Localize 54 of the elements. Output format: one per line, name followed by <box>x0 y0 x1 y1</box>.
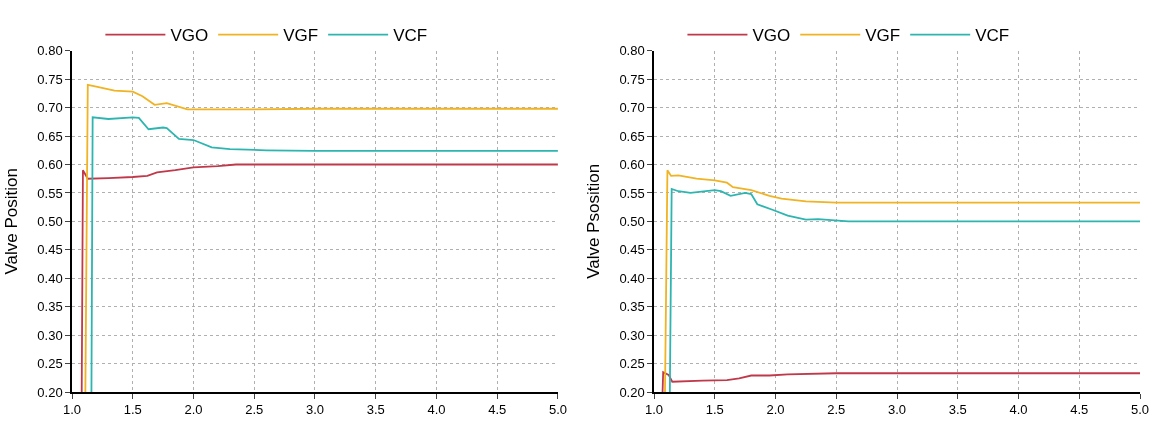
y-tick-label: 0.70 <box>37 100 63 116</box>
x-tick-label: 5.0 <box>548 402 567 418</box>
x-tick-label: 2.5 <box>827 402 846 418</box>
y-tick-label: 0.30 <box>37 327 63 343</box>
line-series <box>80 163 558 392</box>
x-tick-label: 3.5 <box>366 402 385 418</box>
y-tick-label: 0.20 <box>619 384 645 400</box>
legend-label: VCF <box>393 26 428 46</box>
legend-label: VGF <box>865 26 901 46</box>
x-tick-label: 3.5 <box>948 402 967 418</box>
x-tick-label: 4.5 <box>1070 402 1089 418</box>
x-tick-label: 5.0 <box>1130 402 1150 418</box>
y-tick-label: 0.75 <box>37 71 63 87</box>
x-tick-label: 4.5 <box>488 402 507 418</box>
y-tick-label: 0.70 <box>619 100 645 116</box>
legend-label: VGF <box>283 26 319 46</box>
y-tick-label: 0.40 <box>37 270 63 286</box>
x-tick-label: 2.5 <box>245 402 264 418</box>
y-tick-label: 0.35 <box>619 299 645 315</box>
y-tick-label: 0.75 <box>619 71 645 87</box>
x-tick-label: 3.0 <box>305 402 325 418</box>
y-tick-label: 0.80 <box>619 43 645 59</box>
y-tick-label: 0.30 <box>619 327 645 343</box>
y-tick-label: 0.40 <box>619 270 645 286</box>
x-tick-label: 1.5 <box>123 402 142 418</box>
x-tick-label: 1.0 <box>645 402 664 418</box>
y-tick-label: 0.50 <box>37 213 63 229</box>
x-tick-label: 1.5 <box>705 402 724 418</box>
y-tick-label: 0.45 <box>37 242 63 258</box>
y-axis-title: Valve Psosition <box>584 163 604 279</box>
x-tick-label: 3.0 <box>887 402 907 418</box>
x-tick-label: 2.0 <box>184 402 203 418</box>
y-tick-label: 0.55 <box>619 185 645 201</box>
y-tick-label: 0.55 <box>37 185 63 201</box>
x-tick-label: 4.0 <box>1009 402 1028 418</box>
x-tick-label: 4.0 <box>427 402 446 418</box>
legend-label: VGO <box>752 26 791 46</box>
legend-label: VGO <box>170 26 209 46</box>
x-tick-label: 2.0 <box>766 402 785 418</box>
y-tick-label: 0.65 <box>619 128 645 144</box>
y-tick-label: 0.25 <box>37 356 63 372</box>
x-tick-label: 1.0 <box>62 402 82 418</box>
legend-label: VCF <box>975 26 1010 46</box>
y-tick-label: 0.20 <box>37 384 63 400</box>
line-series <box>661 371 1140 392</box>
y-tick-label: 0.35 <box>37 299 63 315</box>
y-tick-label: 0.65 <box>37 128 63 144</box>
y-tick-label: 0.80 <box>37 43 63 59</box>
y-tick-label: 0.45 <box>619 242 645 258</box>
y-tick-label: 0.60 <box>37 157 63 173</box>
y-tick-label: 0.25 <box>619 356 645 372</box>
y-tick-label: 0.60 <box>619 157 645 173</box>
y-tick-label: 0.50 <box>619 213 645 229</box>
y-axis-title: Valve Position <box>2 168 22 275</box>
